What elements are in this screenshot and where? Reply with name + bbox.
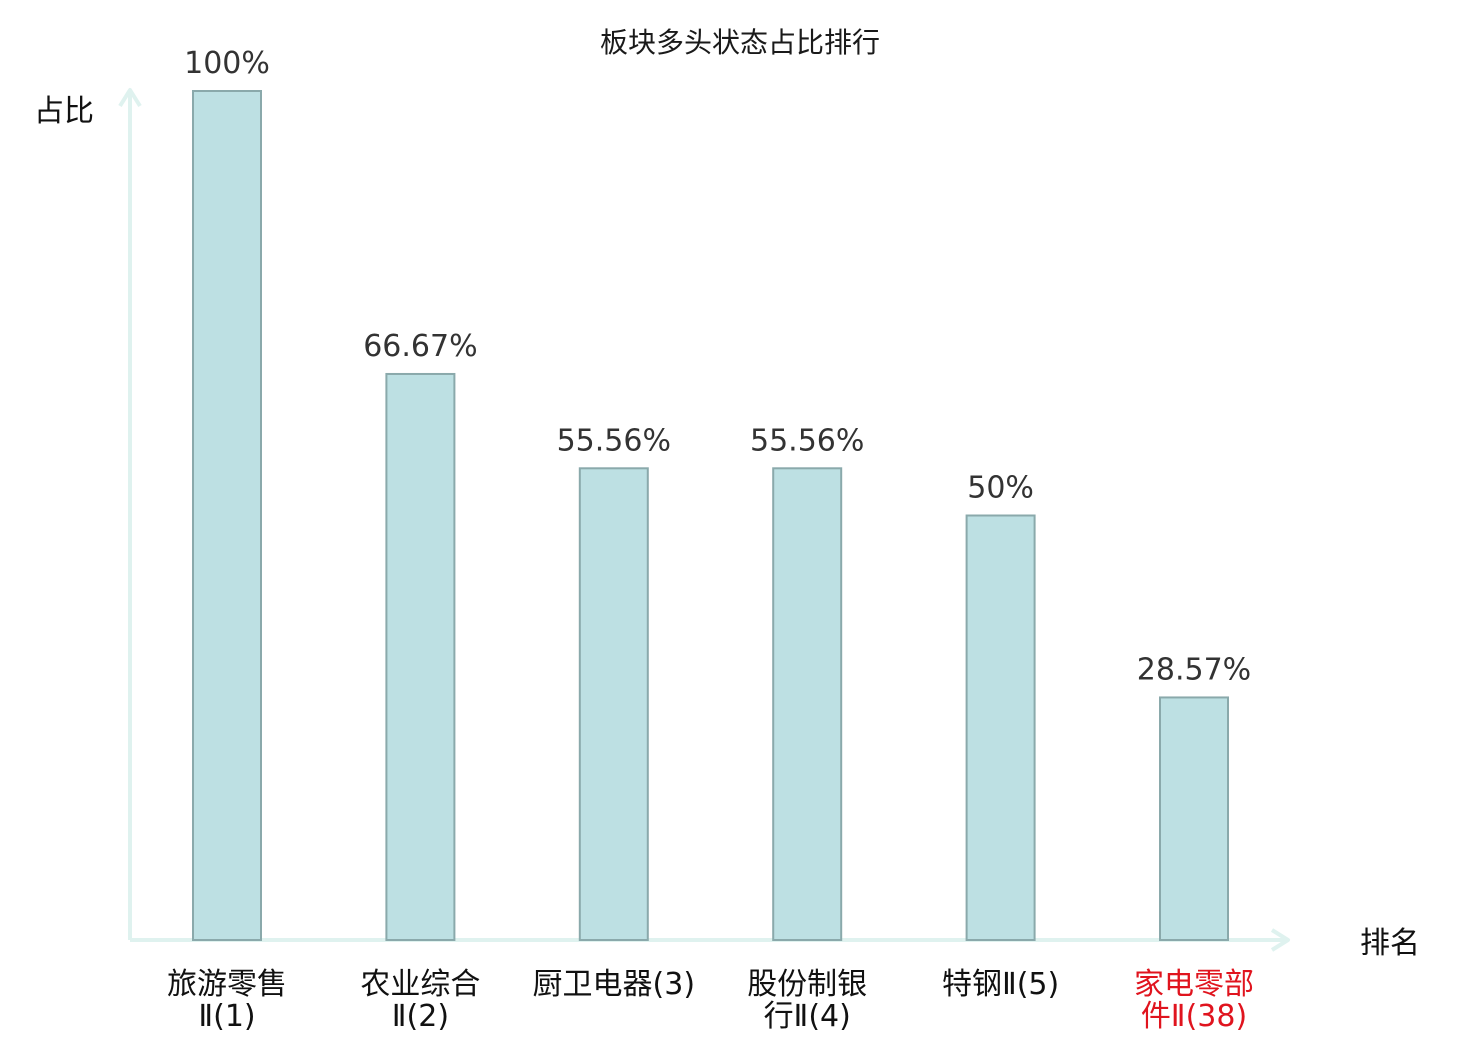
bar-value-label: 66.67%: [363, 329, 477, 364]
category-label-line: 特钢Ⅱ(5): [942, 967, 1059, 1002]
axes: [118, 88, 1290, 952]
category-label: 旅游零售 Ⅱ(1): [167, 967, 287, 1034]
category-label-line: Ⅱ(2): [392, 999, 449, 1034]
bar: [1159, 696, 1229, 941]
bar: [578, 467, 649, 941]
chart-title: 板块多头状态占比排行: [600, 26, 880, 59]
category-label-line: 厨卫电器(3): [533, 967, 696, 1002]
value-labels-group: 100% 66.67% 55.56% 55.56% 50% 28.57%: [184, 46, 1251, 687]
bar: [385, 372, 456, 942]
category-label-line: 行Ⅱ(4): [764, 999, 851, 1034]
category-label: 厨卫电器(3): [533, 967, 696, 1002]
category-label: 股份制银行Ⅱ(4): [747, 967, 867, 1034]
y-axis-label: 占比: [34, 94, 94, 129]
category-label: 特钢Ⅱ(5): [942, 967, 1059, 1002]
bar-value-label: 55.56%: [750, 423, 864, 458]
bar-value-label: 28.57%: [1137, 652, 1251, 687]
category-label-line: 旅游零售: [167, 967, 287, 1002]
category-label-line: 股份制银: [747, 967, 867, 1002]
bar-value-label: 55.56%: [557, 423, 671, 458]
bar-value-label: 100%: [184, 46, 270, 81]
bar: [772, 467, 843, 941]
bar: [192, 90, 262, 941]
bar: [965, 514, 1036, 941]
category-label: 农业综合 Ⅱ(2): [360, 967, 480, 1034]
category-label-line: 件Ⅱ(38): [1141, 999, 1247, 1034]
category-labels-group: 旅游零售 Ⅱ(1) 农业综合 Ⅱ(2) 厨卫电器(3) 股份制银行Ⅱ(4) 特钢Ⅱ(5) 家电…: [167, 967, 1254, 1034]
bar-value-label: 50%: [967, 471, 1034, 506]
category-label: 家电零部件Ⅱ(38): [1134, 967, 1254, 1034]
x-axis-label: 排名: [1360, 926, 1420, 961]
category-label-line: 家电零部: [1134, 967, 1254, 1002]
category-label-line: 农业综合: [360, 967, 480, 1002]
y-axis-arrow: [118, 88, 142, 108]
bars-group: [192, 90, 1229, 942]
x-axis-arrow: [1270, 928, 1290, 952]
category-label-line: Ⅱ(1): [198, 999, 255, 1034]
